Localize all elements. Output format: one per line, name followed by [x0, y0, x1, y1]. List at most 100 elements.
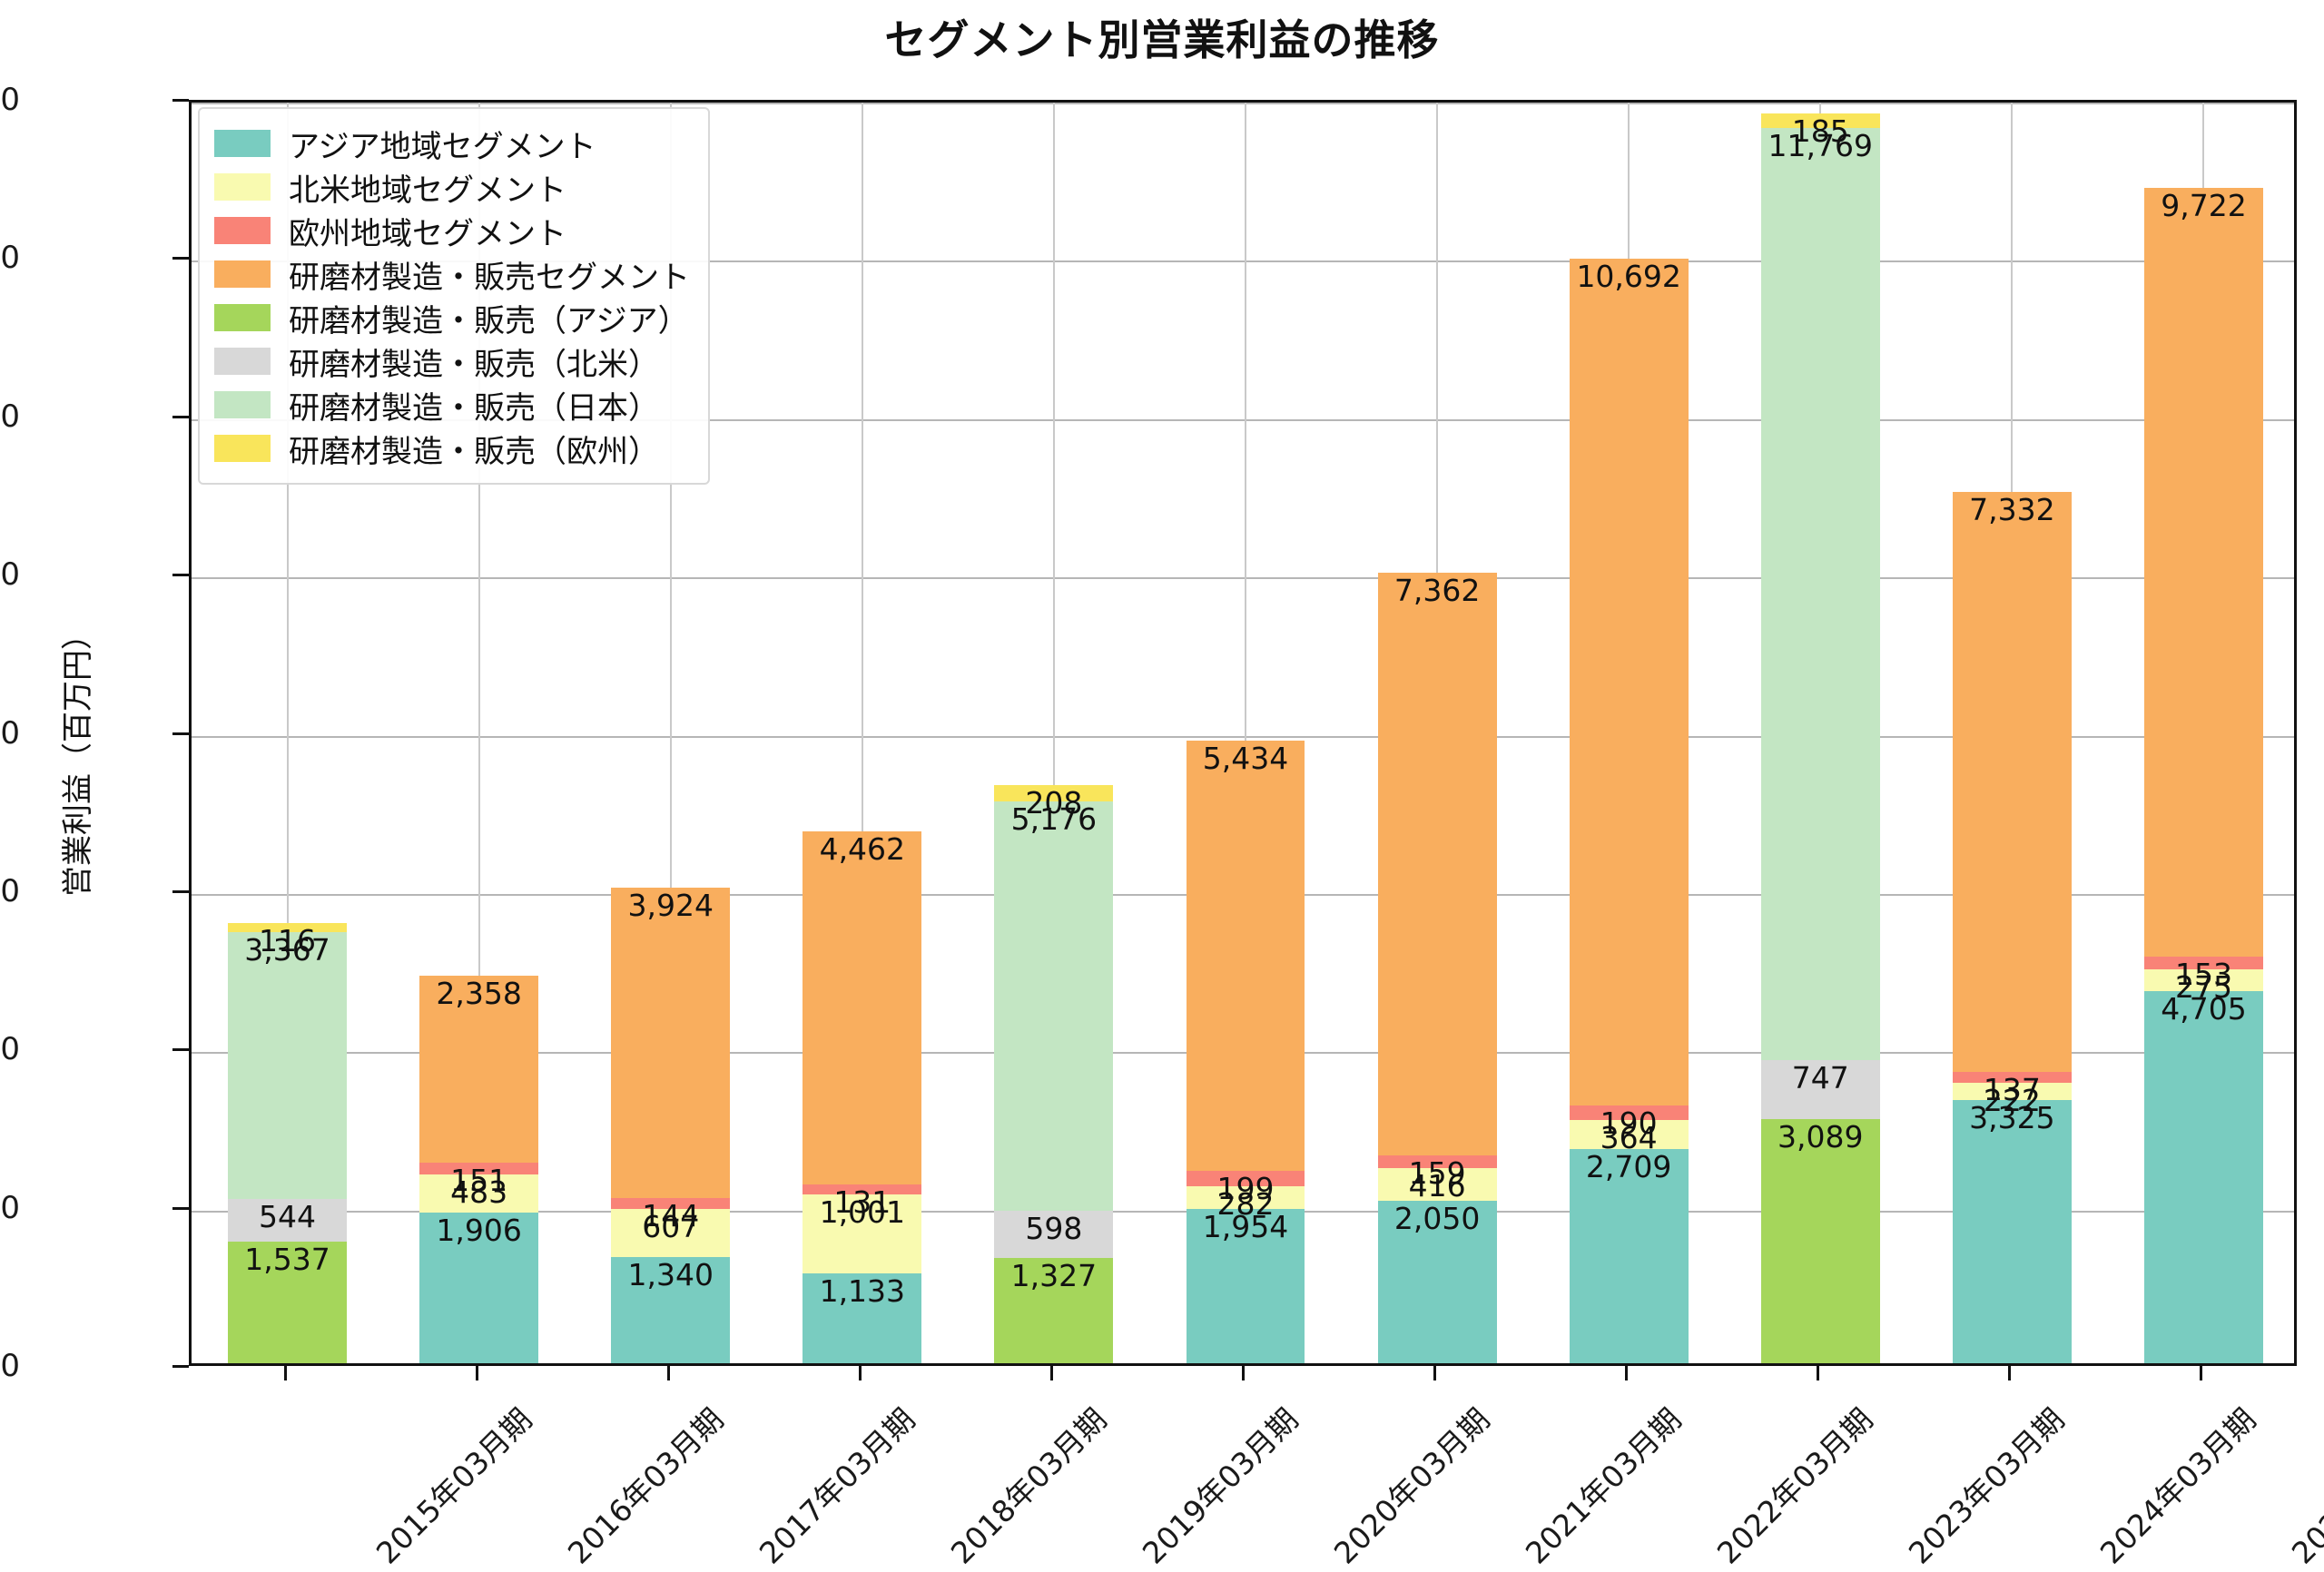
- bar-value-label: 2,050: [1393, 1201, 1481, 1237]
- bar-segment[interactable]: [1760, 128, 1880, 1060]
- bar-value-label: 364: [1600, 1120, 1658, 1156]
- bar-segment[interactable]: [1186, 1186, 1305, 1209]
- bar-value-label: 4,705: [2161, 990, 2247, 1027]
- chart-root: セグメント別営業利益の推移 営業利益（百万円） 0 2,000 4,000 6,000…: [0, 15, 2324, 1571]
- bar-value-label: 3,325: [1969, 1100, 2055, 1136]
- bar-segment[interactable]: [994, 801, 1114, 1212]
- y-axis-tick-mark: [172, 889, 189, 893]
- bar-value-label: 10,692: [1576, 259, 1681, 295]
- legend-item[interactable]: 北米地域セグメント: [214, 165, 690, 209]
- bar-value-label: 1,133: [819, 1273, 906, 1310]
- bar-segment[interactable]: [994, 784, 1114, 801]
- bar-segment[interactable]: [1186, 1208, 1305, 1363]
- bar-group[interactable]: 1,537 544 3,367 116: [228, 97, 347, 1363]
- y-axis-tick-mark: [172, 574, 189, 577]
- bar-segment[interactable]: [1952, 1071, 2072, 1083]
- legend-item[interactable]: 研磨材製造・販売（欧州）: [214, 427, 690, 470]
- bar-group[interactable]: 1,954 282 199 5,434: [1186, 97, 1305, 1363]
- bar-segment[interactable]: [2144, 990, 2263, 1363]
- bar-group[interactable]: 3,325 222 137 7,332: [1952, 97, 2072, 1363]
- bar-value-label: 185: [1791, 113, 1849, 150]
- bar-value-label: 1,906: [436, 1212, 522, 1248]
- bar-group[interactable]: 1,327 598 5,176 208: [994, 97, 1114, 1363]
- bar-segment[interactable]: [1952, 1100, 2072, 1363]
- bar-segment[interactable]: [1377, 1168, 1497, 1202]
- y-axis-tick-mark: [172, 1365, 189, 1368]
- legend-swatch-icon: [214, 348, 271, 375]
- bar-segment[interactable]: [803, 1194, 922, 1274]
- bar-segment[interactable]: [228, 1198, 347, 1242]
- bar-segment[interactable]: [228, 932, 347, 1199]
- x-axis-tick-mark: [2200, 1366, 2203, 1380]
- bar-segment[interactable]: [228, 922, 347, 933]
- bar-value-label: 416: [1408, 1168, 1466, 1204]
- x-axis-tick-mark: [283, 1366, 287, 1380]
- bar-segment[interactable]: [611, 1197, 731, 1210]
- bar-value-label: 2,709: [1585, 1148, 1672, 1184]
- bar-segment[interactable]: [419, 1162, 539, 1174]
- gridline-horizontal: [192, 577, 2294, 580]
- bar-group[interactable]: 1,133 1,001 131 4,462: [803, 97, 922, 1363]
- bar-segment[interactable]: [611, 887, 731, 1198]
- bar-segment[interactable]: [1569, 1148, 1689, 1363]
- bar-segment[interactable]: [419, 1212, 539, 1363]
- y-axis-tick-label: 4,000: [0, 1031, 20, 1068]
- bar-segment[interactable]: [803, 1184, 922, 1194]
- bar-segment[interactable]: [1377, 1155, 1497, 1168]
- bar-value-label: 598: [1025, 1211, 1083, 1247]
- bar-segment[interactable]: [1760, 1059, 1880, 1119]
- bar-segment[interactable]: [2144, 968, 2263, 991]
- bar-segment[interactable]: [2144, 187, 2263, 958]
- legend-item[interactable]: 研磨材製造・販売（アジア）: [214, 296, 690, 339]
- x-axis-tick-label: 2018年03月期: [943, 1400, 1114, 1571]
- gridline-vertical: [1245, 103, 1246, 1363]
- y-axis-tick-label: 12,000: [0, 398, 20, 435]
- bar-segment[interactable]: [1377, 573, 1497, 1156]
- bar-segment[interactable]: [803, 830, 922, 1184]
- legend-label: 研磨材製造・販売（北米）: [289, 346, 659, 383]
- bar-segment[interactable]: [1952, 491, 2072, 1072]
- x-axis-tick-mark: [1242, 1366, 1245, 1380]
- legend-item[interactable]: 研磨材製造・販売セグメント: [214, 252, 690, 296]
- bar-segment[interactable]: [994, 1211, 1114, 1259]
- bar-value-label: 4,462: [819, 830, 906, 867]
- bar-segment[interactable]: [1186, 740, 1305, 1171]
- bar-group[interactable]: 3,089 747 11,769 185: [1760, 97, 1880, 1363]
- bar-segment[interactable]: [1760, 113, 1880, 129]
- bar-group[interactable]: 1,340 607 144 3,924: [611, 97, 731, 1363]
- bar-segment[interactable]: [1760, 1118, 1880, 1363]
- bar-group[interactable]: 1,906 483 151 2,358: [419, 97, 539, 1363]
- gridline-vertical: [1052, 103, 1055, 1363]
- y-axis-tick-mark: [172, 1048, 189, 1052]
- bar-value-label: 7,362: [1393, 573, 1481, 609]
- bar-value-label: 137: [1983, 1071, 2041, 1107]
- bar-segment[interactable]: [1186, 1170, 1305, 1187]
- legend-item[interactable]: アジア地域セグメント: [214, 122, 690, 165]
- y-axis-tick-label: 0: [0, 1348, 20, 1384]
- bar-segment[interactable]: [611, 1257, 731, 1363]
- bar-segment[interactable]: [1569, 259, 1689, 1105]
- bar-group[interactable]: 4,705 275 153 9,722: [2144, 97, 2263, 1363]
- legend-label: 欧州地域セグメント: [289, 215, 566, 252]
- bar-segment[interactable]: [803, 1273, 922, 1363]
- bar-value-label: 483: [450, 1174, 508, 1210]
- legend-item[interactable]: 研磨材製造・販売（北米）: [214, 339, 690, 383]
- bar-group[interactable]: 2,709 364 190 10,692: [1569, 97, 1689, 1363]
- legend-label: 研磨材製造・販売セグメント: [289, 259, 690, 296]
- bar-segment[interactable]: [228, 1242, 347, 1363]
- bar-segment[interactable]: [419, 975, 539, 1163]
- bar-segment[interactable]: [994, 1258, 1114, 1363]
- bar-group[interactable]: 2,050 416 159 7,362: [1377, 97, 1497, 1363]
- bar-segment[interactable]: [1569, 1120, 1689, 1149]
- bar-segment[interactable]: [1569, 1105, 1689, 1121]
- bar-value-label: 9,722: [2161, 187, 2247, 223]
- bar-segment[interactable]: [419, 1174, 539, 1213]
- bar-value-label: 5,434: [1202, 740, 1289, 776]
- bar-segment[interactable]: [1377, 1201, 1497, 1363]
- legend-item[interactable]: 欧州地域セグメント: [214, 209, 690, 252]
- legend-item[interactable]: 研磨材製造・販売（日本）: [214, 383, 690, 427]
- bar-segment[interactable]: [611, 1209, 731, 1258]
- bar-segment[interactable]: [1952, 1082, 2072, 1101]
- x-axis-tick-label: 2025年03月期: [2285, 1400, 2324, 1571]
- bar-segment[interactable]: [2144, 957, 2263, 969]
